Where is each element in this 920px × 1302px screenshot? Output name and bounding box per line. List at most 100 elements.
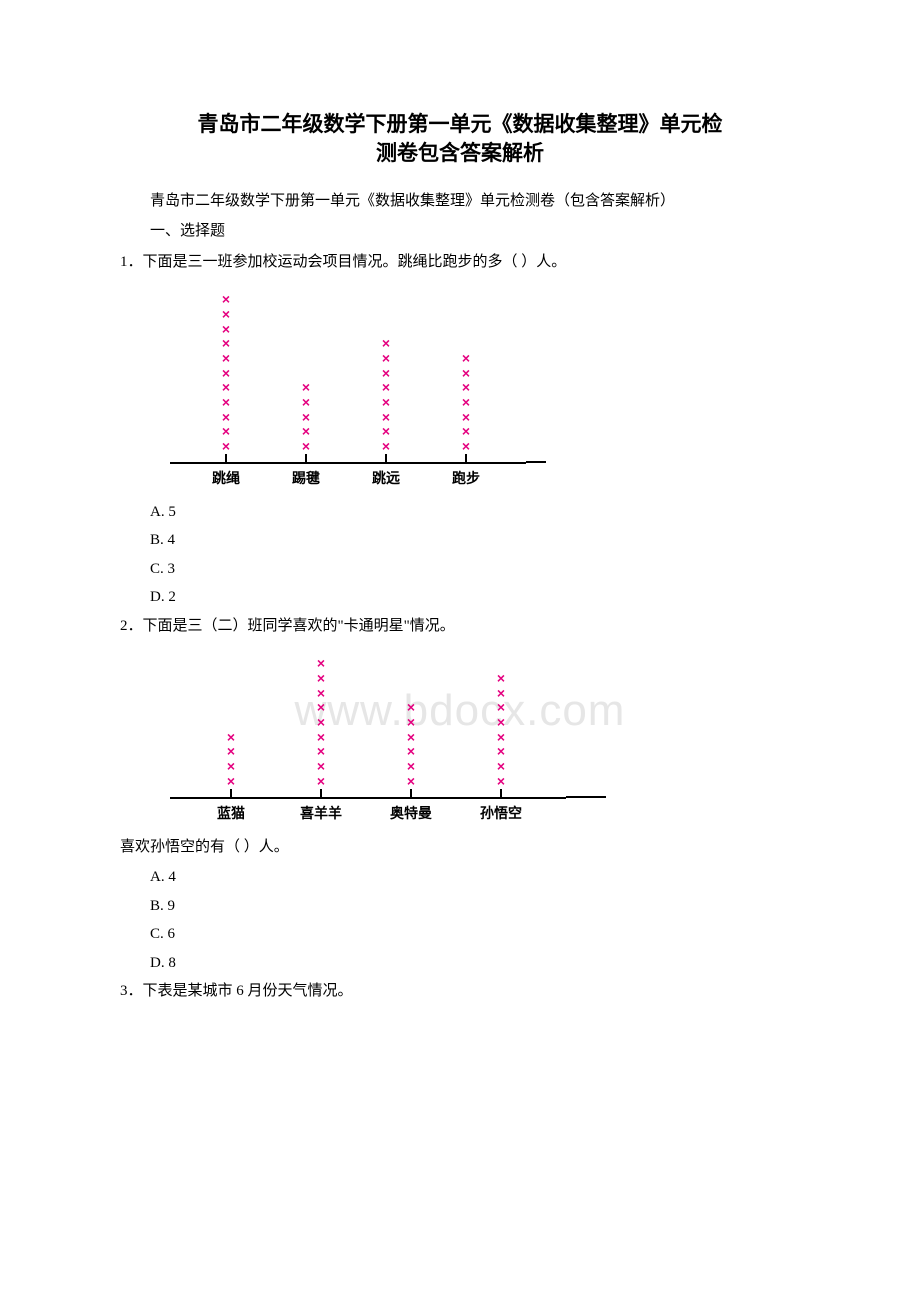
chart-column: ××××××××× (298, 656, 344, 796)
tally-mark: × (497, 671, 505, 686)
page-title: 青岛市二年级数学下册第一单元《数据收集整理》单元检 测卷包含答案解析 (120, 110, 800, 169)
q1-stem: 1．下面是三一班参加校运动会项目情况。跳绳比跑步的多（ ）人。 (120, 248, 800, 277)
tally-mark: × (462, 351, 470, 366)
tally-mark: × (497, 686, 505, 701)
chart-category-label: 跳远 (368, 468, 404, 488)
chart-column: ×××××× (388, 700, 434, 796)
axis-extension (566, 796, 606, 798)
tally-mark: × (382, 410, 390, 425)
tally-mark: × (222, 351, 230, 366)
chart-column: ××××××××××× (208, 292, 244, 462)
tally-mark: × (317, 715, 325, 730)
chart-category-label: 蓝猫 (208, 803, 254, 823)
chart-column: ×××××××× (478, 671, 524, 797)
tally-mark: × (222, 322, 230, 337)
tally-mark: × (222, 336, 230, 351)
q3-stem: 3．下表是某城市 6 月份天气情况。 (120, 977, 800, 1006)
tally-mark: × (462, 395, 470, 410)
q2-chart: ×××××××××××××××××××××××××××蓝猫喜羊羊奥特曼孙悟空 (170, 656, 800, 822)
tally-mark: × (382, 439, 390, 454)
tally-mark: × (382, 424, 390, 439)
chart-category-label: 孙悟空 (478, 803, 524, 823)
q2-option-a: A. 4 (120, 863, 800, 892)
section-1-heading: 一、选择题 (120, 217, 800, 246)
tally-mark: × (497, 759, 505, 774)
tally-mark: × (222, 410, 230, 425)
axis-tick (225, 454, 227, 462)
tally-mark: × (317, 700, 325, 715)
tally-mark: × (382, 351, 390, 366)
axis-tick (305, 454, 307, 462)
chart-category-label: 喜羊羊 (298, 803, 344, 823)
axis-tick (385, 454, 387, 462)
tally-mark: × (407, 774, 415, 789)
tally-mark: × (222, 380, 230, 395)
tally-mark: × (407, 700, 415, 715)
tally-mark: × (317, 656, 325, 671)
tally-mark: × (222, 424, 230, 439)
axis-tick (320, 789, 322, 797)
q1-option-b: B. 4 (120, 526, 800, 555)
chart-category-label: 跑步 (448, 468, 484, 488)
title-line-2: 测卷包含答案解析 (376, 141, 544, 165)
tally-mark: × (462, 424, 470, 439)
title-line-1: 青岛市二年级数学下册第一单元《数据收集整理》单元检 (198, 112, 723, 136)
tally-mark: × (497, 774, 505, 789)
tally-mark: × (222, 366, 230, 381)
tally-mark: × (382, 366, 390, 381)
chart-column: ×××× (208, 730, 254, 797)
q2-option-d: D. 8 (120, 949, 800, 978)
tally-mark: × (317, 759, 325, 774)
q1-option-c: C. 3 (120, 555, 800, 584)
tally-mark: × (302, 439, 310, 454)
tally-mark: × (222, 395, 230, 410)
tally-mark: × (222, 307, 230, 322)
chart-column: ××××××× (448, 351, 484, 462)
tally-mark: × (227, 744, 235, 759)
axis-tick (230, 789, 232, 797)
tally-mark: × (462, 366, 470, 381)
q1-option-d: D. 2 (120, 583, 800, 612)
chart-category-label: 奥特曼 (388, 803, 434, 823)
tally-mark: × (382, 336, 390, 351)
q1-option-a: A. 5 (120, 498, 800, 527)
axis-extension (526, 461, 546, 463)
tally-mark: × (317, 744, 325, 759)
q2-option-c: C. 6 (120, 920, 800, 949)
tally-mark: × (302, 395, 310, 410)
tally-mark: × (497, 700, 505, 715)
tally-mark: × (227, 730, 235, 745)
tally-mark: × (317, 686, 325, 701)
tally-mark: × (227, 774, 235, 789)
tally-mark: × (317, 671, 325, 686)
chart-category-label: 踢毽 (288, 468, 324, 488)
tally-mark: × (407, 730, 415, 745)
tally-mark: × (222, 292, 230, 307)
tally-mark: × (462, 410, 470, 425)
tally-mark: × (302, 410, 310, 425)
q1-chart: ×××××××××××××××××××××××××××××××跳绳踢毽跳远跑步 (170, 292, 800, 488)
tally-mark: × (407, 744, 415, 759)
tally-mark: × (497, 744, 505, 759)
chart-category-label: 跳绳 (208, 468, 244, 488)
intro-text: 青岛市二年级数学下册第一单元《数据收集整理》单元检测卷（包含答案解析） (120, 187, 800, 216)
tally-mark: × (407, 715, 415, 730)
tally-mark: × (302, 424, 310, 439)
tally-mark: × (222, 439, 230, 454)
tally-mark: × (497, 715, 505, 730)
tally-mark: × (317, 774, 325, 789)
tally-mark: × (407, 759, 415, 774)
axis-tick (500, 789, 502, 797)
tally-mark: × (317, 730, 325, 745)
q2-stem: 2．下面是三（二）班同学喜欢的"卡通明星"情况。 (120, 612, 800, 641)
q2-option-b: B. 9 (120, 892, 800, 921)
tally-mark: × (382, 395, 390, 410)
axis-tick (410, 789, 412, 797)
chart-column: ××××× (288, 380, 324, 461)
tally-mark: × (302, 380, 310, 395)
tally-mark: × (497, 730, 505, 745)
chart-column: ×××××××× (368, 336, 404, 462)
tally-mark: × (382, 380, 390, 395)
axis-tick (465, 454, 467, 462)
tally-mark: × (227, 759, 235, 774)
